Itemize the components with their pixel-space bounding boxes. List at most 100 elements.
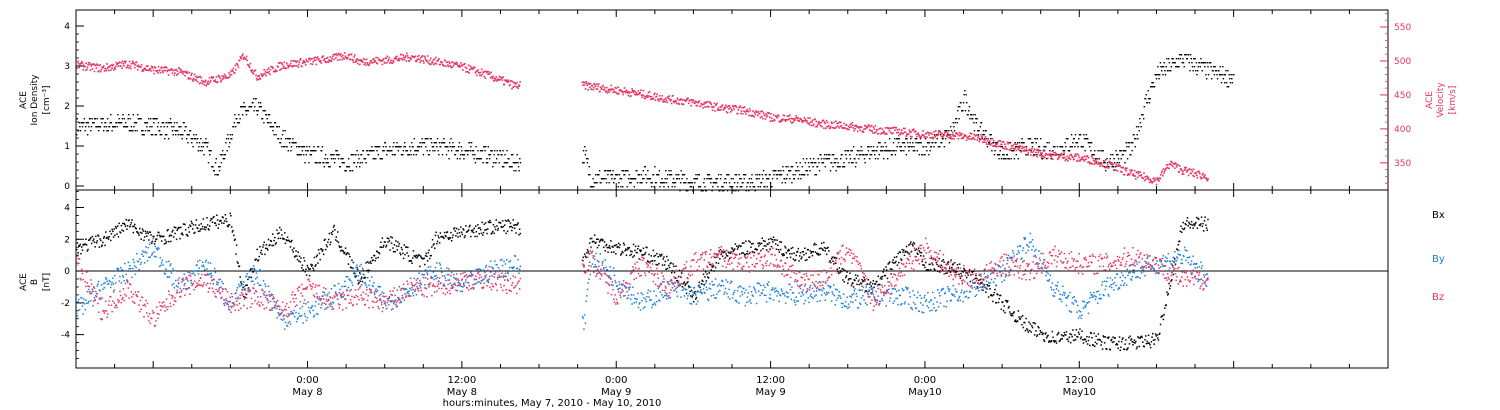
density-tick-label: 1 [64,142,70,152]
bx-point [240,283,243,285]
density-point [1025,154,1027,156]
density-point [1121,154,1124,156]
velocity-point [142,70,145,72]
velocity-point [399,58,401,60]
density-point [186,138,188,140]
velocity-point [198,82,201,85]
density-point [633,178,635,180]
velocity-point [182,73,184,75]
density-point [860,146,862,148]
velocity-point [1070,154,1073,157]
density-point [710,182,712,184]
bx-point [245,284,247,287]
density-point [108,126,111,128]
density-point [680,170,682,172]
velocity-point [472,68,474,70]
velocity-point [456,63,459,65]
bx-point [891,261,894,264]
velocity-point [764,114,766,117]
velocity-point [325,61,327,64]
density-point [874,158,877,160]
velocity-point [612,91,614,93]
velocity-point [654,99,657,101]
velocity-point [122,63,125,65]
bx-point [230,215,232,217]
density-point [681,178,683,180]
bx-point [709,263,712,266]
bx-point [912,241,915,244]
velocity-point [1070,153,1072,156]
bx-point [361,276,363,279]
velocity-point [1148,178,1150,181]
velocity-point [480,74,482,77]
density-point [745,190,747,192]
density-point [834,162,837,164]
field-tick-label: -2 [61,299,70,309]
density-point [107,130,109,132]
density-point [220,162,223,164]
velocity-point [667,96,669,98]
velocity-point [1016,143,1018,146]
bx-point [705,280,708,282]
velocity-point [875,131,877,133]
density-point [1106,158,1108,160]
velocity-point [1060,153,1062,156]
density-point [1014,142,1016,144]
bx-point [325,244,328,246]
density-point [348,158,350,160]
velocity-point [914,130,917,133]
velocity-point [187,77,190,79]
bx-point [290,240,292,243]
velocity-point [145,69,147,71]
bx-point [225,218,227,220]
bx-point [917,247,920,249]
bx-point [685,283,687,285]
density-point [256,110,258,112]
density-point [151,134,154,136]
bx-point [980,282,983,284]
bx-point [326,245,328,248]
density-point [658,174,660,176]
bx-point [748,240,750,242]
bx-point [687,285,690,287]
density-point [1143,118,1145,120]
density-point [824,154,826,156]
velocity-point [677,102,680,105]
density-point [665,182,668,184]
bx-point [134,223,136,226]
velocity-point [515,85,518,88]
velocity-point [982,141,984,143]
density-point [1218,74,1221,76]
bx-point [356,268,359,271]
density-point [1051,154,1053,156]
density-point [239,118,241,120]
bx-point [903,254,906,256]
density-point [154,134,156,136]
density-point [651,186,653,188]
velocity-point [601,88,603,90]
density-point [332,158,334,160]
density-point [996,142,998,144]
density-point [842,166,844,168]
density-point [104,122,107,124]
velocity-point [1013,143,1015,146]
density-point [488,158,491,160]
velocity-point [111,64,114,67]
bx-point [665,268,667,270]
velocity-point [518,84,520,86]
bx-point [222,216,224,219]
velocity-point [670,99,672,101]
density-point [775,170,777,172]
density-point [728,182,731,184]
bx-point [950,259,952,261]
density-point [187,142,189,144]
density-point [914,150,916,152]
bx-point [484,222,487,224]
density-point [511,166,513,168]
bx-point [637,245,640,247]
velocity-point [910,131,913,133]
bx-point [92,239,94,242]
velocity-point [886,126,889,129]
velocity-point [1050,156,1053,158]
